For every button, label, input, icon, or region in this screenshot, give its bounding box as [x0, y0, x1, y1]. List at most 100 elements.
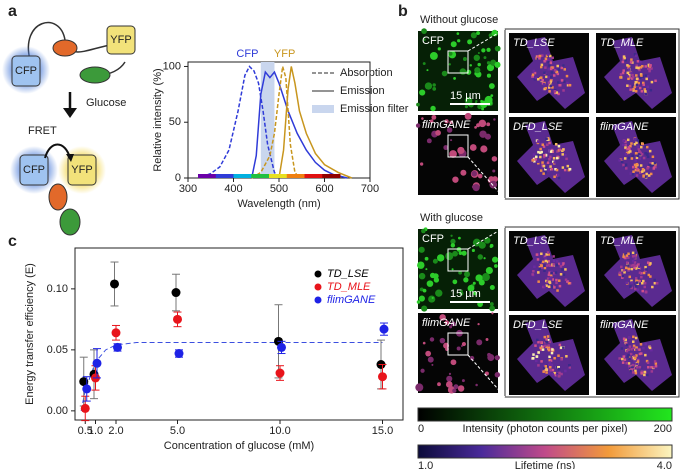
pixel	[544, 86, 548, 90]
pixel	[545, 338, 548, 341]
pixel	[548, 264, 552, 268]
pixel	[531, 75, 535, 78]
pixel	[634, 371, 638, 375]
image-label: TD_LSE	[513, 37, 555, 49]
cell	[445, 381, 453, 388]
pixel	[638, 271, 642, 274]
pixel	[646, 152, 649, 156]
pixel	[643, 285, 647, 289]
cell	[476, 31, 480, 35]
pixel	[566, 81, 569, 85]
pixel	[627, 146, 631, 149]
pixel	[628, 275, 632, 279]
pixel	[538, 261, 542, 264]
cell	[430, 105, 436, 112]
roi-box	[447, 332, 469, 356]
cell	[469, 355, 475, 361]
pixel	[651, 163, 655, 167]
pixel	[549, 79, 553, 82]
pixel	[625, 343, 629, 347]
cell	[421, 117, 424, 120]
x-tick-label: 600	[315, 183, 333, 195]
pixel	[639, 171, 642, 174]
cell	[444, 320, 450, 325]
pixel	[622, 253, 626, 256]
pixel	[552, 255, 555, 258]
colorbar-tick: 200	[654, 423, 672, 435]
cell	[464, 97, 473, 105]
pixel	[650, 370, 654, 373]
pixel	[631, 173, 635, 176]
cell	[481, 48, 486, 53]
x-tick-label: 1.0	[88, 425, 103, 437]
pixel	[552, 263, 555, 266]
cell	[463, 277, 469, 283]
pixel	[644, 269, 647, 273]
pixel	[634, 254, 637, 258]
pixel	[546, 335, 550, 338]
fret-diagram: CFP YFP Glucose FRET CFP YFP	[2, 21, 136, 236]
pixel	[631, 340, 635, 343]
cell	[422, 341, 426, 345]
pixel	[636, 366, 639, 369]
cell	[432, 273, 439, 280]
cell	[491, 256, 499, 263]
pixel	[640, 145, 643, 149]
image-label: CFP	[422, 233, 444, 245]
pixel	[553, 69, 557, 72]
pixel	[636, 60, 640, 63]
cell	[471, 248, 475, 253]
pixel	[564, 369, 567, 373]
point	[173, 314, 182, 324]
cell	[489, 243, 494, 248]
pixel	[559, 265, 563, 268]
pixel	[632, 87, 635, 91]
pixel	[563, 68, 567, 71]
pixel	[546, 143, 549, 146]
pixel	[635, 74, 638, 77]
pixel	[647, 366, 650, 369]
cell	[431, 296, 434, 300]
pixel	[631, 75, 635, 79]
pixel	[557, 366, 560, 369]
x-axis-label: Wavelength (nm)	[237, 198, 320, 210]
pixel	[634, 285, 638, 288]
pixel	[532, 269, 535, 273]
cell	[461, 250, 467, 256]
image-label: TD_MLE	[600, 37, 644, 49]
pixel	[568, 84, 572, 87]
pixel	[557, 144, 561, 148]
pixel	[536, 338, 539, 342]
panel-label: a	[8, 3, 17, 20]
cell	[445, 252, 454, 261]
cell	[464, 112, 472, 120]
pixel	[623, 339, 626, 342]
x-tick-label: 5.0	[170, 425, 185, 437]
pixel	[548, 340, 552, 344]
pixel	[545, 253, 548, 256]
microscopy-image	[415, 112, 498, 195]
pixel	[553, 90, 557, 93]
pixel	[550, 162, 553, 166]
microscopy-image	[509, 231, 589, 311]
pixel	[636, 168, 639, 171]
x-tick-label: 15.0	[372, 425, 393, 437]
pixel	[646, 85, 650, 89]
cell	[469, 64, 472, 67]
pixel	[650, 80, 654, 84]
cell	[419, 162, 424, 166]
pixel	[628, 76, 631, 79]
cell	[418, 295, 425, 302]
cell	[475, 274, 483, 282]
pixel	[632, 344, 636, 348]
pixel	[632, 356, 636, 360]
pixel	[545, 137, 548, 141]
y-axis-label: Relative intensity (%)	[152, 68, 164, 171]
pixel	[547, 253, 550, 256]
pixel	[647, 67, 650, 70]
plot-frame	[187, 61, 371, 179]
pixel	[649, 88, 653, 92]
pixel	[554, 271, 558, 274]
pixel	[630, 71, 633, 74]
roi-box	[447, 50, 469, 74]
